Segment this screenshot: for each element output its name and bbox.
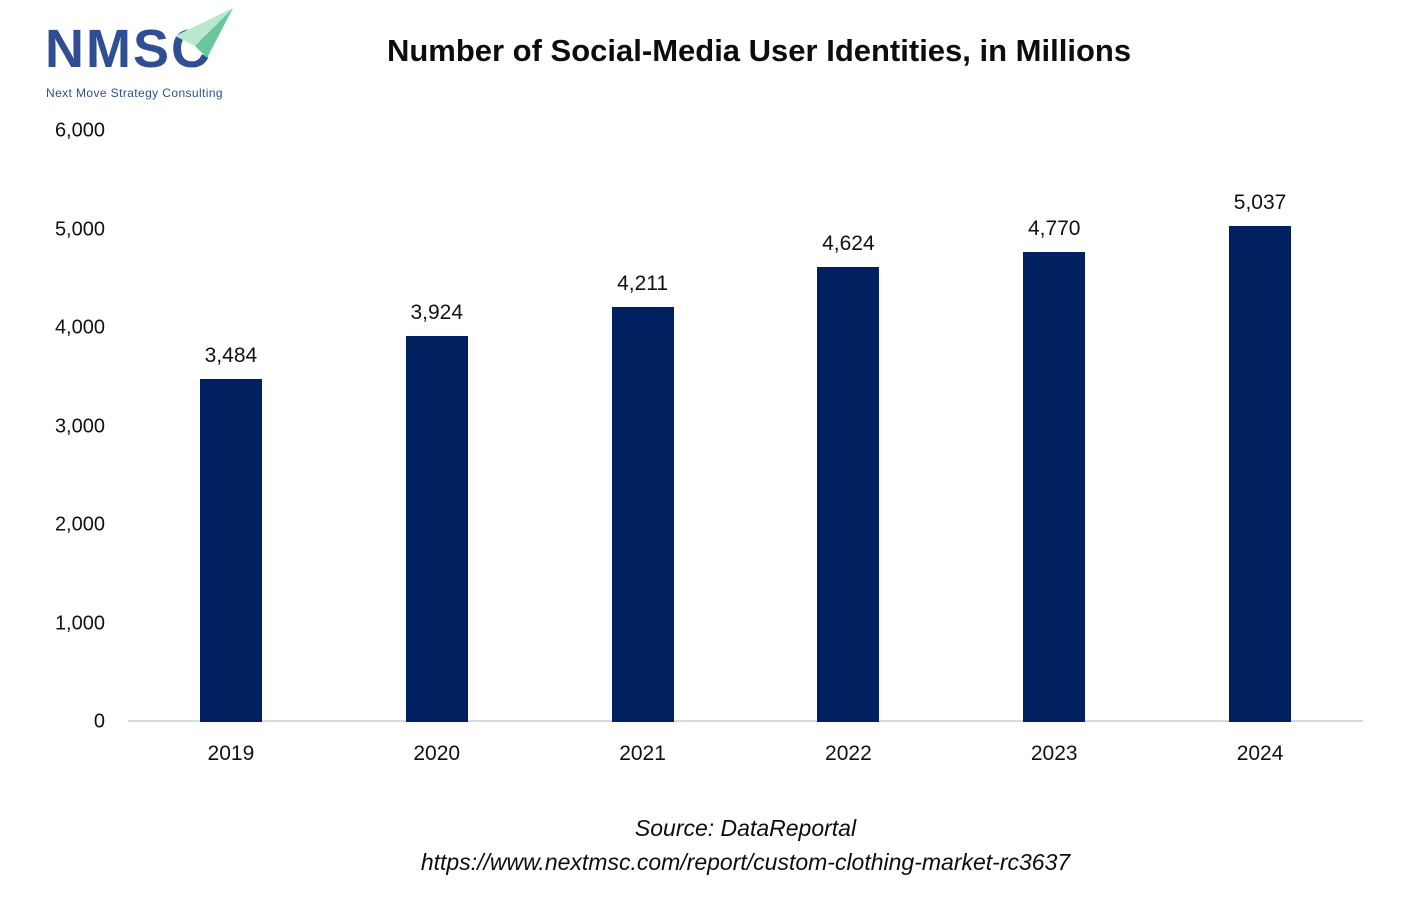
source-footer: Source: DataReportal https://www.nextmsc… bbox=[128, 815, 1363, 876]
y-tick-label: 0 bbox=[93, 710, 105, 733]
nmsc-logo: NMSC Next Move Strategy Consulting bbox=[45, 8, 285, 108]
y-tick-label: 5,000 bbox=[54, 218, 105, 240]
chart-title: Number of Social-Media User Identities, … bbox=[386, 33, 1132, 68]
y-axis: 0 1,000 2,000 3,000 4,000 5,000 6,000 bbox=[0, 120, 105, 733]
bar-value-label: 3,484 bbox=[204, 343, 258, 367]
y-tick-label: 4,000 bbox=[54, 316, 105, 339]
paper-plane-arrow-icon bbox=[175, 8, 233, 58]
bar-slot-2020: 3,924 bbox=[334, 131, 540, 722]
bar-value-label: 5,037 bbox=[1233, 190, 1287, 214]
y-tick-label: 6,000 bbox=[54, 119, 105, 142]
y-tick-label: 2,000 bbox=[54, 513, 105, 536]
source-url-text: https://www.nextmsc.com/report/custom-cl… bbox=[420, 849, 1071, 875]
x-tick-label: 2019 bbox=[207, 742, 255, 765]
x-tick-label: 2023 bbox=[1030, 742, 1078, 765]
x-axis: 2019 2020 2021 2022 2023 2024 bbox=[128, 742, 1363, 766]
x-tick-label: 2021 bbox=[619, 742, 666, 765]
bar-value-label: 4,624 bbox=[822, 231, 875, 255]
x-tick-label: 2024 bbox=[1236, 742, 1284, 765]
bar-2021 bbox=[611, 307, 674, 722]
bar-2019 bbox=[199, 378, 262, 722]
x-tick-label: 2020 bbox=[413, 742, 461, 765]
bar-slot-2023: 4,770 bbox=[951, 131, 1157, 722]
bar-slot-2024: 5,037 bbox=[1157, 131, 1363, 722]
bar-2020 bbox=[405, 335, 468, 722]
bar-slot-2022: 4,624 bbox=[745, 131, 951, 722]
x-tick-label: 2022 bbox=[825, 742, 872, 765]
bar-value-label: 4,211 bbox=[617, 272, 669, 296]
x-axis-baseline bbox=[128, 720, 1363, 722]
source-text: Source: DataReportal bbox=[634, 815, 857, 841]
bar-2022 bbox=[817, 266, 880, 722]
y-tick-label: 3,000 bbox=[54, 415, 105, 437]
bar-slot-2019: 3,484 bbox=[128, 131, 334, 722]
plot-area: 3,484 3,924 4,211 4,624 4,770 5,037 bbox=[128, 131, 1363, 722]
bar-slot-2021: 4,211 bbox=[540, 131, 746, 722]
bar-2024 bbox=[1229, 225, 1292, 722]
logo-acronym: NMSC bbox=[45, 19, 212, 79]
y-tick-label: 1,000 bbox=[54, 612, 105, 634]
bar-value-label: 3,924 bbox=[410, 300, 464, 324]
bar-2023 bbox=[1023, 252, 1086, 722]
logo-tagline: Next Move Strategy Consulting bbox=[46, 86, 224, 100]
bar-value-label: 4,770 bbox=[1027, 217, 1081, 241]
